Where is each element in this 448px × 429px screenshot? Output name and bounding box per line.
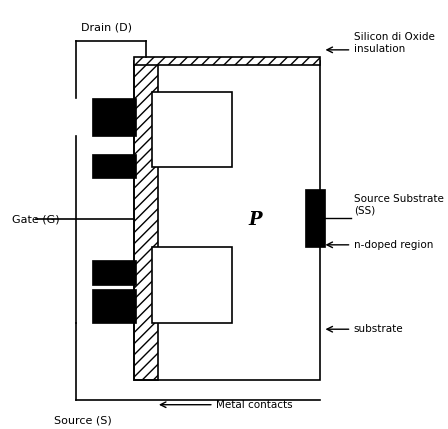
Bar <box>92 260 136 285</box>
Bar <box>134 60 320 380</box>
Text: Metal contacts: Metal contacts <box>216 400 293 410</box>
Bar <box>92 289 136 323</box>
Bar <box>151 247 232 323</box>
Text: n-doped region: n-doped region <box>354 240 433 250</box>
Text: P: P <box>248 211 262 230</box>
Text: substrate: substrate <box>354 324 403 334</box>
Bar <box>134 57 320 65</box>
Bar <box>305 189 325 247</box>
Text: n: n <box>189 276 202 294</box>
Text: n: n <box>189 121 202 139</box>
Bar <box>92 98 136 136</box>
Text: Source (S): Source (S) <box>54 415 112 425</box>
Bar <box>134 60 158 380</box>
Text: Drain (D): Drain (D) <box>81 23 132 33</box>
Text: Silicon di Oxide
insulation: Silicon di Oxide insulation <box>354 33 435 54</box>
Bar <box>92 154 136 178</box>
Text: Source Substrate
(SS): Source Substrate (SS) <box>354 194 444 216</box>
Text: Gate (G): Gate (G) <box>12 214 59 224</box>
Bar <box>151 92 232 167</box>
